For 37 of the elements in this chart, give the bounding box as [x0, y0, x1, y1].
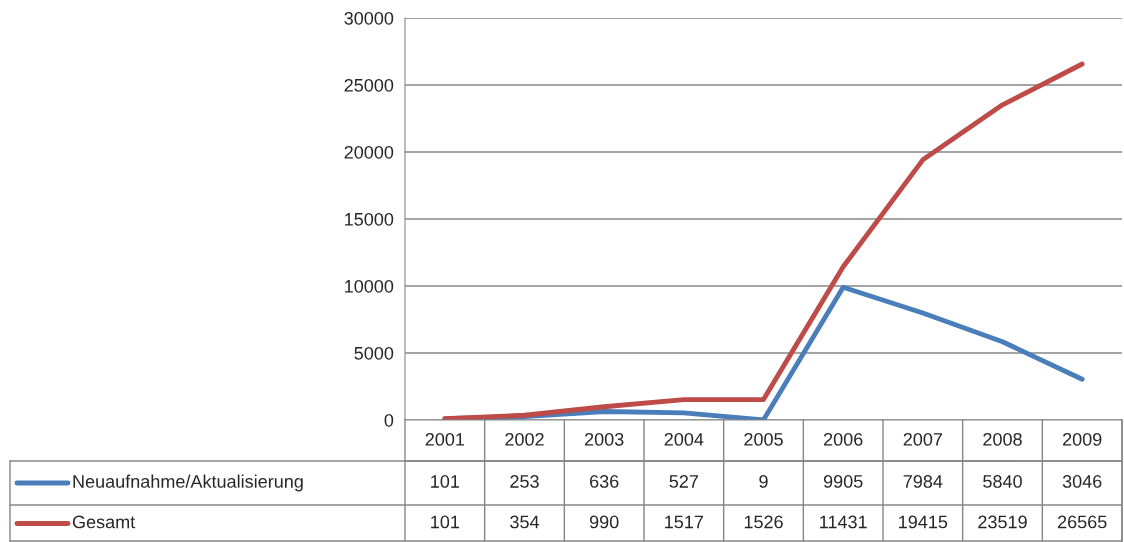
y-tick-label: 10000 [345, 279, 394, 293]
x-tick-label: 2005 [744, 432, 783, 446]
data-label: 354 [510, 515, 540, 529]
data-label: 5840 [983, 475, 1022, 488]
line-series [442, 61, 1085, 420]
y-tick-label: 5000 [354, 346, 394, 360]
x-tick-label: 2009 [1062, 432, 1102, 446]
legend-label: Neuaufnahme/Aktualisierung [73, 474, 303, 492]
data-label: 11431 [820, 515, 867, 529]
data-label: 9 [759, 475, 768, 488]
x-tick-label: 2008 [983, 432, 1022, 446]
x-tick-label: 2003 [584, 432, 624, 446]
data-label: 990 [589, 515, 619, 529]
x-tick-label: 2001 [425, 432, 465, 446]
data-label: 9905 [823, 475, 863, 488]
data-label: 7984 [903, 475, 943, 488]
y-tick-label: 30000 [344, 11, 394, 25]
y-tick-label: 0 [384, 413, 394, 427]
y-tick-label: 25000 [344, 78, 394, 92]
x-tick-label: 2002 [505, 432, 544, 446]
data-label: 3046 [1062, 475, 1102, 488]
data-label: 26565 [1057, 515, 1107, 529]
x-tick-label: 2004 [664, 432, 704, 446]
x-tick-label: 2007 [903, 432, 943, 446]
data-label: 253 [510, 475, 539, 488]
data-label: 1526 [744, 515, 783, 529]
y-tick-label: 20000 [344, 145, 394, 159]
data-label: 23519 [978, 515, 1027, 529]
data-label: 1517 [665, 515, 704, 529]
legend-label: Gesamt [72, 515, 136, 529]
data-label: 19415 [899, 515, 948, 529]
x-tick-label: 2006 [823, 432, 863, 446]
y-tick-label: 15000 [345, 212, 394, 226]
data-label: 101 [431, 475, 460, 488]
data-label: 527 [669, 475, 698, 488]
data-label: 101 [431, 515, 460, 529]
data-label: 636 [590, 475, 619, 488]
